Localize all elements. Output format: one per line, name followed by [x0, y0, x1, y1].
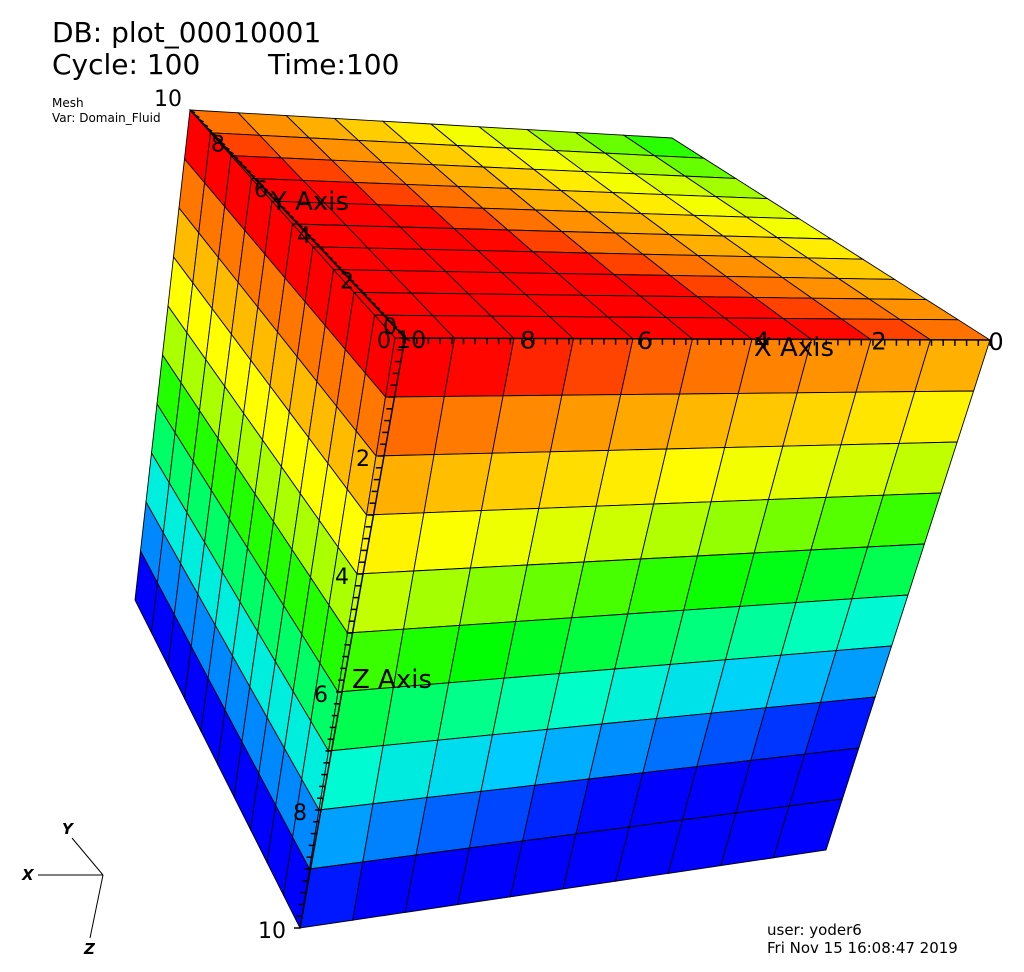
mesh-cell: [365, 454, 435, 516]
y-minor-tick: [297, 223, 303, 228]
y-minor-tick: [348, 278, 355, 283]
y-minor-tick: [370, 300, 376, 306]
left-face: [134, 108, 396, 930]
y-minor-tick: [344, 273, 351, 278]
y-minor-tick: [193, 113, 200, 119]
y-minor-tick: [189, 109, 196, 114]
y-minor-tick: [378, 309, 385, 315]
y-minor-tick: [236, 159, 243, 164]
y-minor-tick: [365, 296, 372, 301]
triad-y-label: Y: [62, 820, 75, 838]
y-minor-tick: [254, 177, 260, 183]
y-minor-tick: [258, 182, 265, 187]
y-minor-tick: [353, 282, 359, 287]
y-minor-tick: [301, 227, 308, 233]
mesh-cell: [423, 452, 493, 514]
x-axis-title: X Axis: [754, 333, 834, 363]
x-tick-label: 6: [637, 327, 652, 355]
y-minor-tick: [206, 127, 213, 132]
y-minor-tick: [357, 287, 364, 292]
y-minor-tick: [219, 141, 226, 146]
y-minor-tick: [305, 232, 312, 237]
y-minor-tick: [404, 337, 411, 342]
y-minor-tick: [335, 264, 342, 269]
y-minor-tick: [391, 323, 398, 328]
cycle-label: Cycle: 100: [52, 48, 201, 81]
z-tick-label: 4: [335, 565, 349, 590]
z-tick-label: 0: [377, 329, 391, 354]
y-minor-tick: [215, 136, 222, 142]
x-tick-label: 10: [396, 326, 427, 354]
x-tick-label: 2: [871, 328, 886, 356]
triad-z-line: [89, 874, 104, 939]
y-minor-tick: [387, 319, 394, 324]
top-face: [188, 109, 992, 341]
z-tick-label: 2: [356, 447, 370, 472]
y-tick-label: 6: [254, 178, 268, 203]
y-minor-tick: [292, 218, 299, 224]
y-minor-tick: [224, 145, 230, 151]
x-tick-label: 4: [754, 327, 769, 355]
z-tick-label: 10: [258, 919, 286, 944]
y-minor-tick: [383, 314, 389, 319]
variable-label: Var: Domain_Fluid: [52, 111, 161, 125]
plot-type-label: Mesh: [52, 96, 84, 110]
mesh-cell: [443, 337, 515, 397]
y-minor-tick: [211, 132, 217, 137]
z-tick-label: 6: [314, 683, 328, 708]
triad-x-label: X: [21, 866, 35, 884]
x-tick-label: 8: [520, 326, 535, 354]
y-minor-tick: [284, 209, 290, 214]
y-minor-tick: [202, 123, 209, 128]
datetime-label: Fri Nov 15 16:08:47 2019: [767, 939, 958, 957]
y-minor-tick: [322, 250, 329, 256]
y-minor-tick: [310, 237, 316, 242]
z-axis-title: Z Axis: [352, 665, 432, 695]
y-minor-tick: [314, 241, 321, 246]
mesh-faces: [134, 108, 992, 930]
y-minor-tick: [267, 191, 273, 196]
y-tick-label: 2: [340, 269, 354, 294]
mesh-cell: [356, 512, 425, 575]
mesh-cell: [772, 798, 844, 859]
y-minor-tick: [331, 259, 338, 265]
triad-y-line: [71, 837, 104, 876]
mesh-cell: [502, 337, 575, 397]
y-minor-tick: [241, 164, 247, 169]
mesh-cell: [433, 395, 504, 456]
y-minor-tick: [232, 154, 239, 160]
y-minor-tick: [271, 195, 278, 201]
front-face: [299, 337, 991, 929]
z-tick-label: 8: [293, 801, 307, 826]
y-minor-tick: [318, 246, 325, 251]
y-tick-label: 4: [297, 224, 311, 249]
triad-z-label: Z: [83, 940, 96, 958]
database-label: DB: plot_00010001: [52, 16, 322, 49]
y-minor-tick: [400, 332, 407, 338]
y-minor-tick: [374, 305, 381, 310]
y-tick-label: 8: [211, 133, 225, 158]
y-minor-tick: [275, 200, 282, 205]
y-minor-tick: [228, 150, 235, 155]
x-tick-label: 0: [988, 328, 1003, 356]
y-minor-tick: [288, 214, 295, 219]
time-label: Time:100: [268, 48, 400, 81]
orientation-triad: X Y Z: [21, 820, 104, 958]
y-minor-tick: [198, 118, 204, 123]
y-minor-tick: [396, 328, 402, 333]
y-minor-tick: [361, 291, 368, 297]
user-label: user: yoder6: [767, 921, 862, 939]
y-tick-label: 10: [154, 87, 182, 112]
y-minor-tick: [245, 168, 252, 173]
y-minor-tick: [340, 268, 346, 274]
y-minor-tick: [279, 205, 286, 210]
y-tick-label: 0: [383, 315, 397, 340]
y-axis-title: Y Axis: [270, 187, 349, 217]
y-minor-tick: [327, 255, 333, 260]
y-minor-tick: [249, 173, 256, 178]
y-minor-tick: [262, 186, 269, 192]
